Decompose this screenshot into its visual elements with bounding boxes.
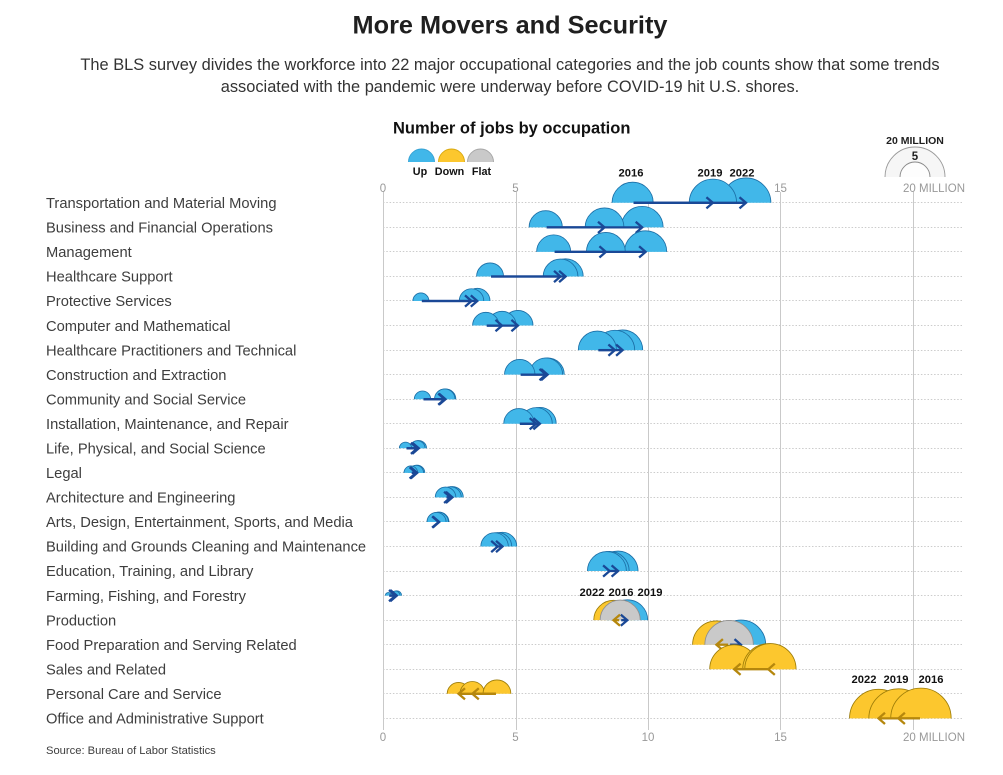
svg-text:2022: 2022 — [580, 587, 605, 599]
svg-text:Construction and Extraction: Construction and Extraction — [46, 368, 226, 384]
svg-text:15: 15 — [774, 183, 787, 195]
svg-text:Building and Grounds Cleaning: Building and Grounds Cleaning and Mainte… — [46, 540, 366, 556]
svg-text:Production: Production — [46, 613, 116, 629]
svg-text:2019: 2019 — [698, 168, 723, 180]
svg-text:Business and Financial Operati: Business and Financial Operations — [46, 221, 273, 237]
svg-text:The BLS survey divides the wor: The BLS survey divides the workforce int… — [80, 56, 939, 74]
svg-text:Life, Physical, and Social Sci: Life, Physical, and Social Science — [46, 442, 266, 458]
svg-text:Transportation and Material Mo: Transportation and Material Moving — [46, 196, 277, 212]
svg-text:Number of jobs by occupation: Number of jobs by occupation — [393, 120, 630, 138]
svg-text:Down: Down — [435, 166, 464, 178]
svg-text:10: 10 — [642, 732, 655, 744]
svg-text:0: 0 — [380, 183, 386, 195]
svg-text:2019: 2019 — [638, 587, 663, 599]
svg-text:Sales and Related: Sales and Related — [46, 663, 166, 679]
svg-text:Healthcare Support: Healthcare Support — [46, 270, 173, 286]
svg-text:5: 5 — [512, 732, 518, 744]
svg-text:Up: Up — [413, 166, 428, 178]
svg-text:Education, Training, and Libra: Education, Training, and Library — [46, 564, 254, 580]
svg-text:Management: Management — [46, 245, 132, 261]
svg-text:Installation, Maintenance, and: Installation, Maintenance, and Repair — [46, 417, 289, 433]
svg-text:2016: 2016 — [619, 168, 644, 180]
svg-text:Architecture and Engineering: Architecture and Engineering — [46, 491, 235, 507]
svg-text:2016: 2016 — [609, 587, 634, 599]
svg-text:More Movers and Security: More Movers and Security — [353, 12, 668, 40]
svg-text:5: 5 — [912, 151, 919, 163]
svg-text:Legal: Legal — [46, 466, 82, 482]
svg-text:Farming, Fishing, and Forestry: Farming, Fishing, and Forestry — [46, 589, 247, 605]
svg-text:15: 15 — [774, 732, 787, 744]
svg-text:Source: Bureau of Labor Statis: Source: Bureau of Labor Statistics — [46, 745, 216, 757]
svg-text:Personal Care and Service: Personal Care and Service — [46, 687, 222, 703]
svg-text:5: 5 — [512, 183, 518, 195]
svg-text:Protective Services: Protective Services — [46, 294, 172, 310]
svg-text:Community and Social Service: Community and Social Service — [46, 392, 246, 408]
svg-text:2022: 2022 — [852, 674, 877, 686]
svg-text:Healthcare Practitioners and T: Healthcare Practitioners and Technical — [46, 343, 296, 359]
svg-text:2019: 2019 — [884, 674, 909, 686]
svg-text:20 MILLION: 20 MILLION — [903, 732, 965, 744]
svg-text:20 MILLION: 20 MILLION — [903, 183, 965, 195]
svg-text:Flat: Flat — [472, 166, 492, 178]
svg-text:Food Preparation and Serving R: Food Preparation and Serving Related — [46, 638, 297, 654]
svg-text:Office and Administrative Supp: Office and Administrative Support — [46, 712, 264, 728]
svg-text:0: 0 — [380, 732, 386, 744]
svg-text:20 MILLION: 20 MILLION — [886, 135, 944, 147]
svg-text:2022: 2022 — [730, 168, 755, 180]
svg-text:Computer and Mathematical: Computer and Mathematical — [46, 319, 231, 335]
svg-text:associated with the pandemic w: associated with the pandemic were underw… — [221, 78, 800, 96]
svg-text:Arts, Design, Entertainment, S: Arts, Design, Entertainment, Sports, and… — [46, 515, 354, 531]
svg-text:2016: 2016 — [919, 674, 944, 686]
